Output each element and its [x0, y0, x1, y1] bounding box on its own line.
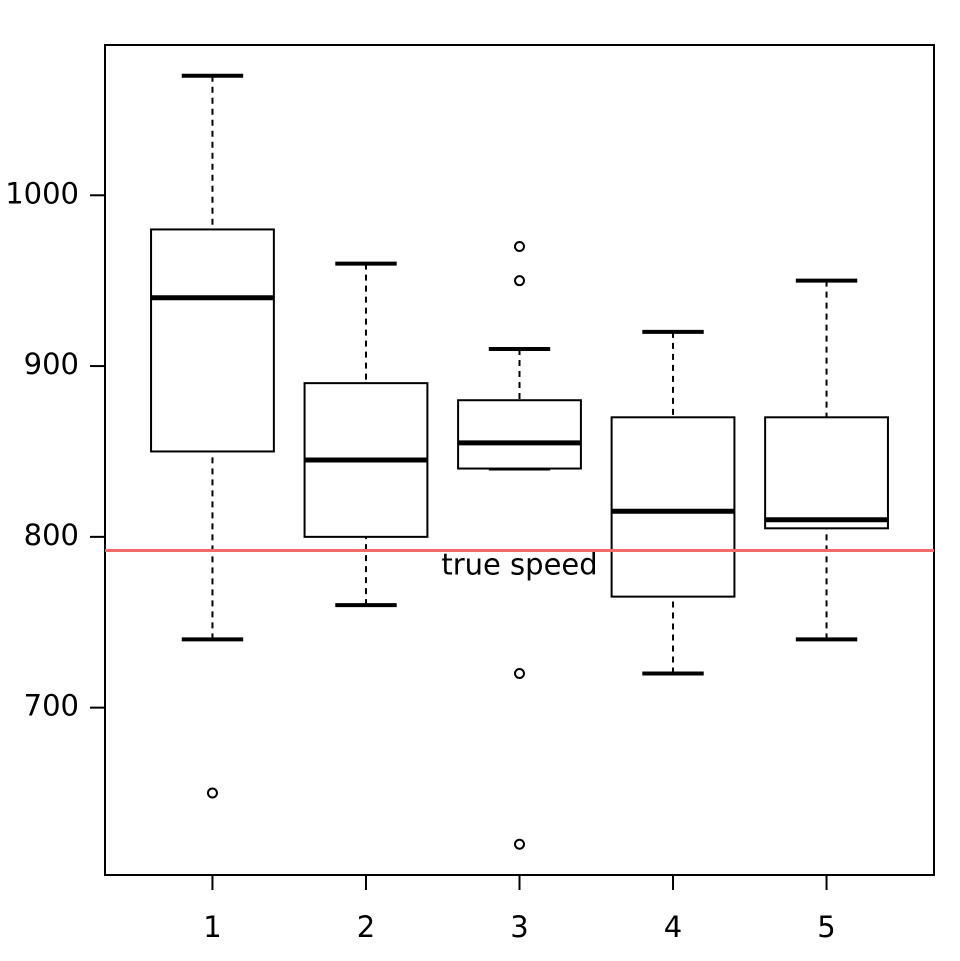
- x-tick-label: 4: [664, 910, 682, 944]
- box: [610, 416, 736, 598]
- outlier: [514, 275, 525, 287]
- x-tick-label: 2: [357, 910, 375, 944]
- y-tick-label: 800: [24, 518, 79, 552]
- y-tick-label: 700: [24, 689, 79, 723]
- y-tick-label: 900: [24, 347, 79, 381]
- outlier: [514, 667, 525, 679]
- outlier: [514, 241, 525, 253]
- box: [764, 416, 889, 530]
- x-tick-label: 5: [817, 910, 835, 944]
- box: [457, 399, 582, 470]
- box: [150, 228, 275, 453]
- x-tick-label: 1: [203, 910, 221, 944]
- outlier: [514, 838, 525, 850]
- outlier: [206, 787, 218, 799]
- reference-label: true speed: [441, 548, 597, 582]
- x-tick-label: 3: [510, 910, 528, 944]
- y-tick-label: 1000: [5, 176, 79, 210]
